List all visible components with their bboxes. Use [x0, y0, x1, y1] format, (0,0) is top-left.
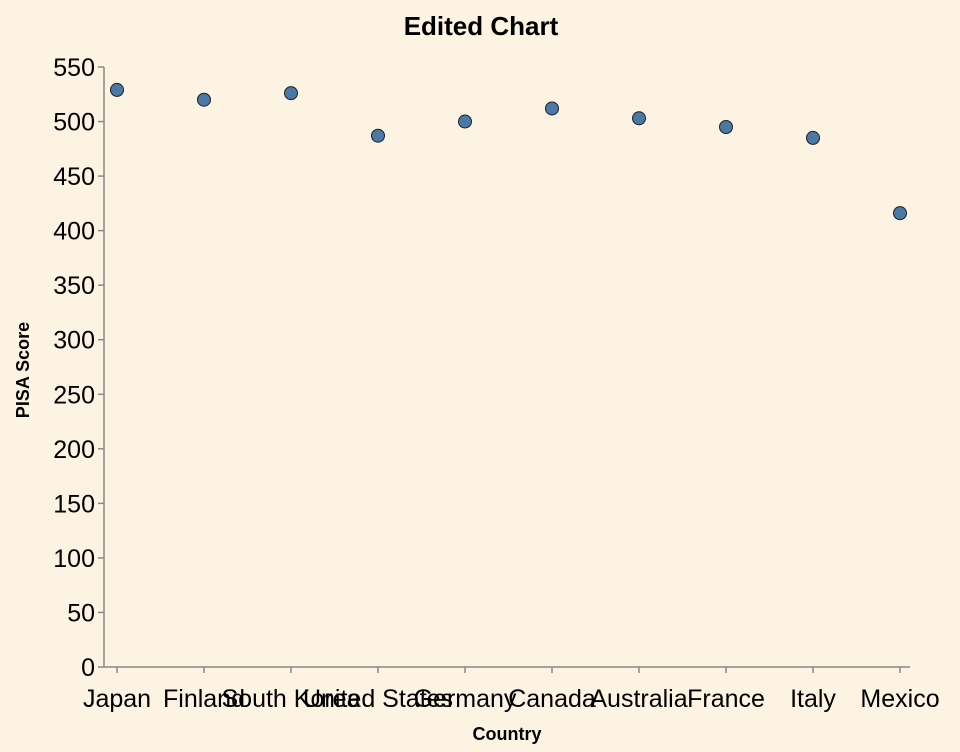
y-tick-label: 500	[53, 109, 95, 137]
y-tick-label: 250	[53, 381, 95, 409]
y-axis-title: PISA Score	[13, 322, 33, 418]
x-axis-title: Country	[473, 724, 542, 744]
x-tick-label: Germany	[414, 685, 517, 713]
y-tick-label: 150	[53, 490, 95, 518]
x-tick-label: Italy	[790, 685, 836, 713]
data-points	[110, 82, 907, 221]
data-point[interactable]	[632, 111, 646, 126]
y-axis: 0 50 100 150 200 250 300 350 400 450 500 550	[53, 54, 105, 682]
x-tick-label: Japan	[83, 685, 151, 713]
data-point[interactable]	[719, 120, 733, 134]
data-point[interactable]	[284, 86, 298, 101]
data-point[interactable]	[371, 128, 385, 143]
x-tick-label: Finland	[163, 685, 245, 713]
y-tick-label: 450	[53, 163, 95, 191]
x-tick-label: Australia	[590, 685, 687, 713]
data-point[interactable]	[893, 206, 907, 221]
data-point[interactable]	[110, 82, 124, 97]
y-tick-label: 350	[53, 272, 95, 300]
x-tick-label: United States	[303, 685, 453, 713]
y-tick-label: 300	[53, 327, 95, 355]
x-tick-label: South Korea	[222, 685, 361, 713]
y-tick-label: 100	[53, 545, 95, 573]
y-tick-label: 0	[81, 654, 95, 682]
x-tick-label: Mexico	[860, 685, 939, 713]
chart-title: Edited Chart	[404, 11, 559, 41]
x-tick-label: France	[687, 685, 765, 713]
data-point[interactable]	[197, 92, 211, 107]
x-tick-label: Canada	[508, 685, 596, 713]
y-tick-label: 50	[67, 599, 95, 627]
data-point[interactable]	[458, 114, 472, 129]
data-point[interactable]	[545, 101, 559, 116]
y-tick-label: 200	[53, 436, 95, 464]
data-point[interactable]	[806, 130, 820, 145]
y-tick-label: 400	[53, 218, 95, 246]
y-tick-label: 550	[53, 54, 95, 82]
